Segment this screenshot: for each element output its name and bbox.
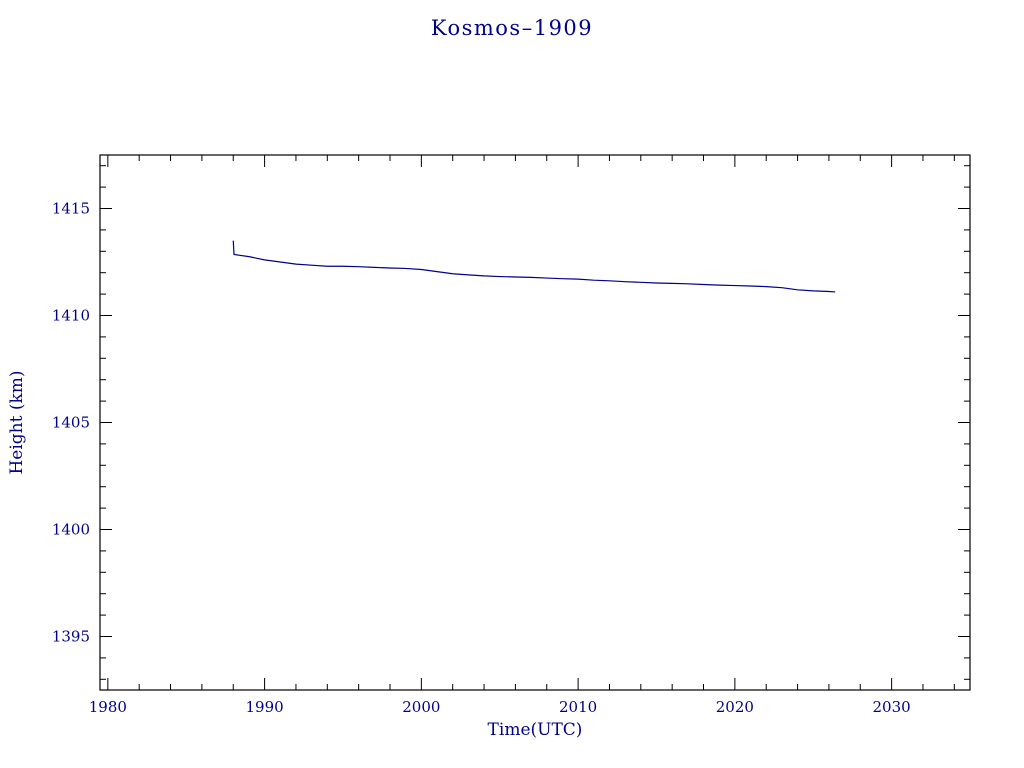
x-tick-label: 2000	[402, 698, 440, 716]
y-tick-label: 1400	[52, 521, 90, 539]
plot-frame	[99, 154, 971, 691]
axis-tick-labels: 1980 1990 2000 2010 2020 2030 1395 1400 1405 1410…	[52, 200, 911, 717]
x-tick-label: 2010	[559, 698, 597, 716]
x-tick-label: 1990	[246, 698, 284, 716]
data-series-line	[232, 240, 836, 293]
x-tick-label: 2020	[716, 698, 754, 716]
y-tick-label: 1405	[52, 414, 90, 432]
series-height-km	[232, 240, 836, 293]
x-tick-label: 1980	[89, 698, 127, 716]
chart-title: Kosmos–1909	[430, 16, 594, 40]
y-axis-label: Height (km)	[7, 370, 27, 474]
y-tick-label: 1410	[52, 307, 90, 325]
y-tick-label: 1395	[52, 628, 90, 646]
x-axis-label: Time(UTC)	[488, 720, 583, 740]
axis-ticks	[100, 155, 970, 690]
x-tick-label: 2030	[873, 698, 911, 716]
y-tick-label: 1415	[52, 200, 90, 218]
